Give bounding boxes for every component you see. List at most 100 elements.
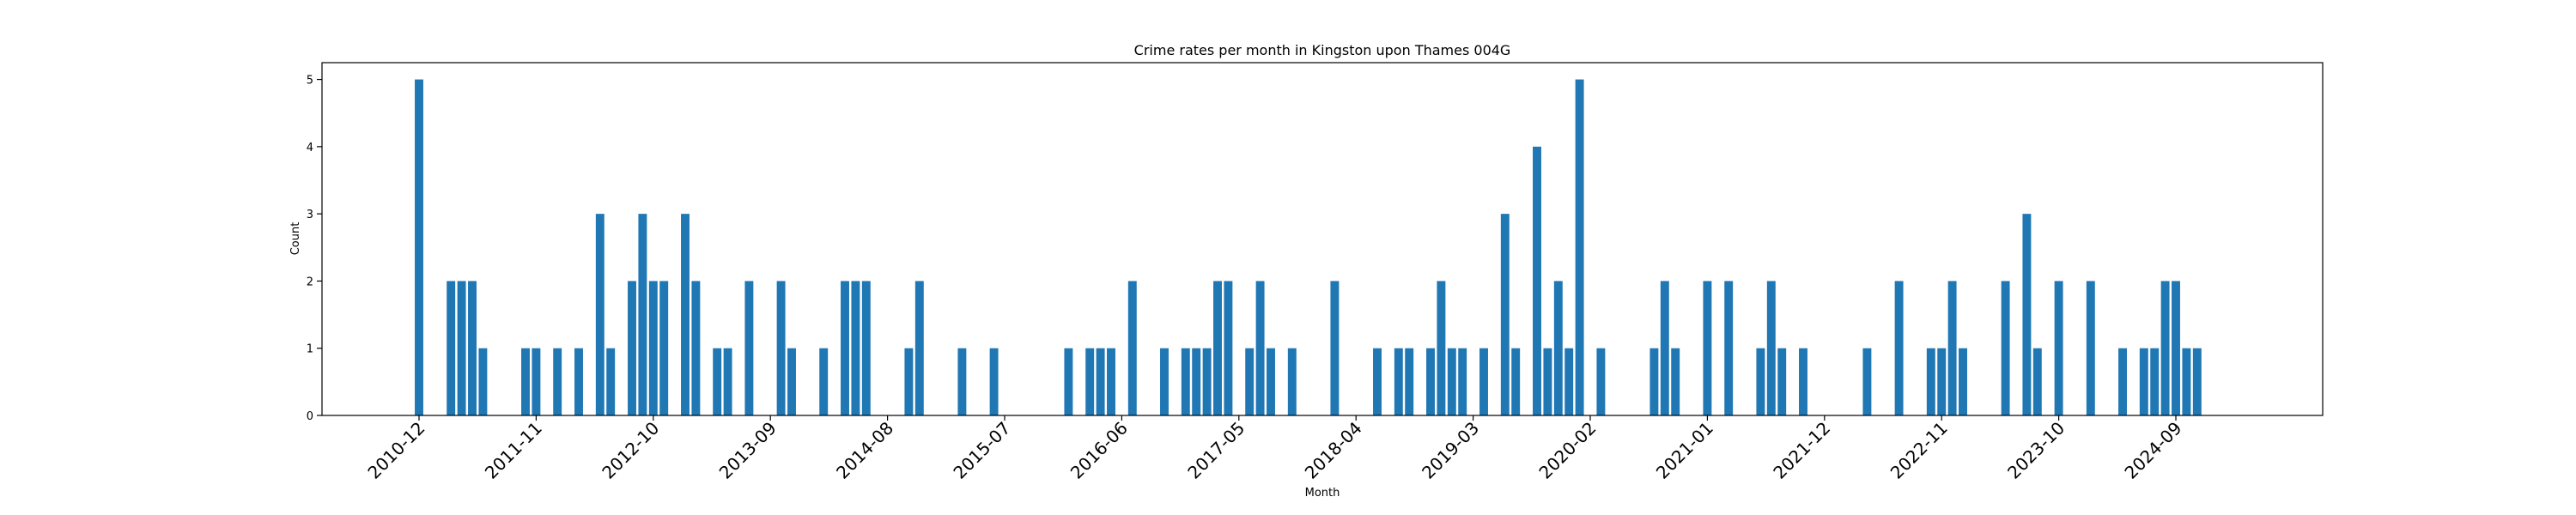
bar-2020-03: [1596, 348, 1606, 415]
bar-2016-05: [1107, 348, 1115, 415]
bar-2015-03: [957, 348, 967, 415]
bar-2023-07: [2022, 214, 2032, 415]
bar-2022-11: [1937, 348, 1947, 415]
x-tick-label: 2010-12: [363, 418, 428, 483]
bar-2019-10: [1543, 348, 1552, 415]
bar-2024-04: [2118, 348, 2127, 415]
x-tick-label: 2021-12: [1769, 418, 1834, 483]
bar-2017-02: [1202, 348, 1212, 415]
bar-2018-11: [1426, 348, 1435, 415]
bar-2019-07: [1511, 348, 1521, 415]
bar-2018-06: [1373, 348, 1382, 415]
bar-2024-11: [2192, 348, 2202, 415]
bar-2018-12: [1437, 281, 1446, 415]
y-axis-ticks: 0 1 2 3 4 5: [307, 75, 322, 423]
bar-2021-07: [1766, 281, 1776, 415]
bar-2020-10: [1671, 348, 1680, 415]
bar-2023-08: [2032, 348, 2042, 415]
x-tick-label: 2012-10: [598, 418, 663, 483]
bar-2012-08: [628, 281, 636, 415]
bar-2023-01: [1959, 348, 1967, 415]
bar-2014-10: [904, 348, 914, 415]
bar-2017-03: [1213, 281, 1222, 415]
x-tick-label: 2013-09: [715, 418, 781, 483]
bar-2016-10: [1160, 348, 1169, 415]
bar-2021-01: [1703, 281, 1712, 415]
y-tick-label: 3: [307, 209, 313, 221]
bar-2012-01: [553, 348, 562, 415]
bar-2011-03: [447, 281, 456, 415]
bar-2011-05: [468, 281, 477, 415]
bar-2013-11: [787, 348, 796, 415]
y-tick-label: 5: [307, 75, 313, 88]
bar-2020-08: [1649, 348, 1659, 415]
bar-2012-06: [606, 348, 616, 415]
bar-2016-12: [1181, 348, 1190, 415]
bar-2016-04: [1096, 348, 1105, 415]
bar-2016-07: [1127, 281, 1137, 415]
bar-2017-01: [1192, 348, 1201, 415]
x-tick-label: 2023-10: [2003, 418, 2069, 483]
x-tick-label: 2024-09: [2120, 418, 2185, 483]
bar-2024-06: [2139, 348, 2148, 415]
bar-2024-01: [2086, 281, 2095, 415]
bar-2011-11: [532, 348, 541, 415]
bar-2016-01: [1064, 348, 1073, 415]
bar-2017-07: [1255, 281, 1265, 415]
plot-frame: [321, 62, 2324, 416]
bar-2024-07: [2150, 348, 2160, 415]
bar-2013-01: [681, 214, 690, 415]
bar-2019-02: [1458, 348, 1467, 415]
bar-2017-10: [1287, 348, 1297, 415]
bar-2022-10: [1926, 348, 1935, 415]
bars-group: [415, 79, 2202, 416]
bar-2014-06: [861, 281, 871, 415]
bar-2013-05: [723, 348, 732, 415]
bar-2024-09: [2172, 281, 2180, 415]
bar-2017-06: [1245, 348, 1255, 415]
bar-2018-08: [1394, 348, 1403, 415]
bar-2021-08: [1777, 348, 1787, 415]
x-tick-label: 2017-05: [1183, 418, 1249, 483]
bar-2019-09: [1533, 146, 1541, 415]
bar-2023-05: [2001, 281, 2010, 415]
bar-2024-08: [2160, 281, 2170, 415]
bar-2015-06: [989, 348, 999, 415]
bar-2012-03: [574, 348, 583, 415]
y-tick-label: 0: [307, 410, 313, 423]
bar-2012-09: [638, 214, 647, 415]
bar-2012-11: [659, 281, 669, 415]
bar-2016-03: [1085, 348, 1095, 415]
bar-2014-02: [819, 348, 829, 415]
x-tick-label: 2021-01: [1652, 418, 1717, 483]
bar-2012-05: [595, 214, 605, 415]
bar-2020-09: [1660, 281, 1669, 415]
bar-2014-11: [914, 281, 924, 415]
bar-2021-06: [1756, 348, 1765, 415]
bar-2013-07: [744, 281, 754, 415]
x-tick-label: 2022-11: [1886, 418, 1952, 483]
bar-2021-03: [1724, 281, 1734, 415]
bar-2014-05: [851, 281, 860, 415]
x-tick-label: 2014-08: [832, 418, 897, 483]
x-tick-label: 2020-02: [1534, 418, 1600, 483]
bar-2011-10: [521, 348, 530, 415]
bar-2019-12: [1564, 348, 1574, 415]
bar-2023-10: [2054, 281, 2063, 415]
bar-2017-04: [1224, 281, 1233, 415]
x-axis-label: Month: [1305, 487, 1340, 500]
bar-2021-10: [1799, 348, 1807, 415]
bar-2022-12: [1947, 281, 1957, 415]
x-tick-label: 2015-07: [949, 418, 1014, 483]
y-axis-label: Count: [289, 222, 302, 256]
bar-2013-04: [713, 348, 722, 415]
bar-2010-12: [415, 79, 423, 416]
bar-2020-01: [1575, 79, 1584, 416]
bar-2011-06: [478, 348, 488, 415]
bar-2011-04: [457, 281, 466, 415]
bar-2022-07: [1894, 281, 1904, 415]
x-tick-label: 2016-06: [1066, 418, 1132, 483]
bar-2018-09: [1405, 348, 1414, 415]
bar-2019-04: [1479, 348, 1488, 415]
